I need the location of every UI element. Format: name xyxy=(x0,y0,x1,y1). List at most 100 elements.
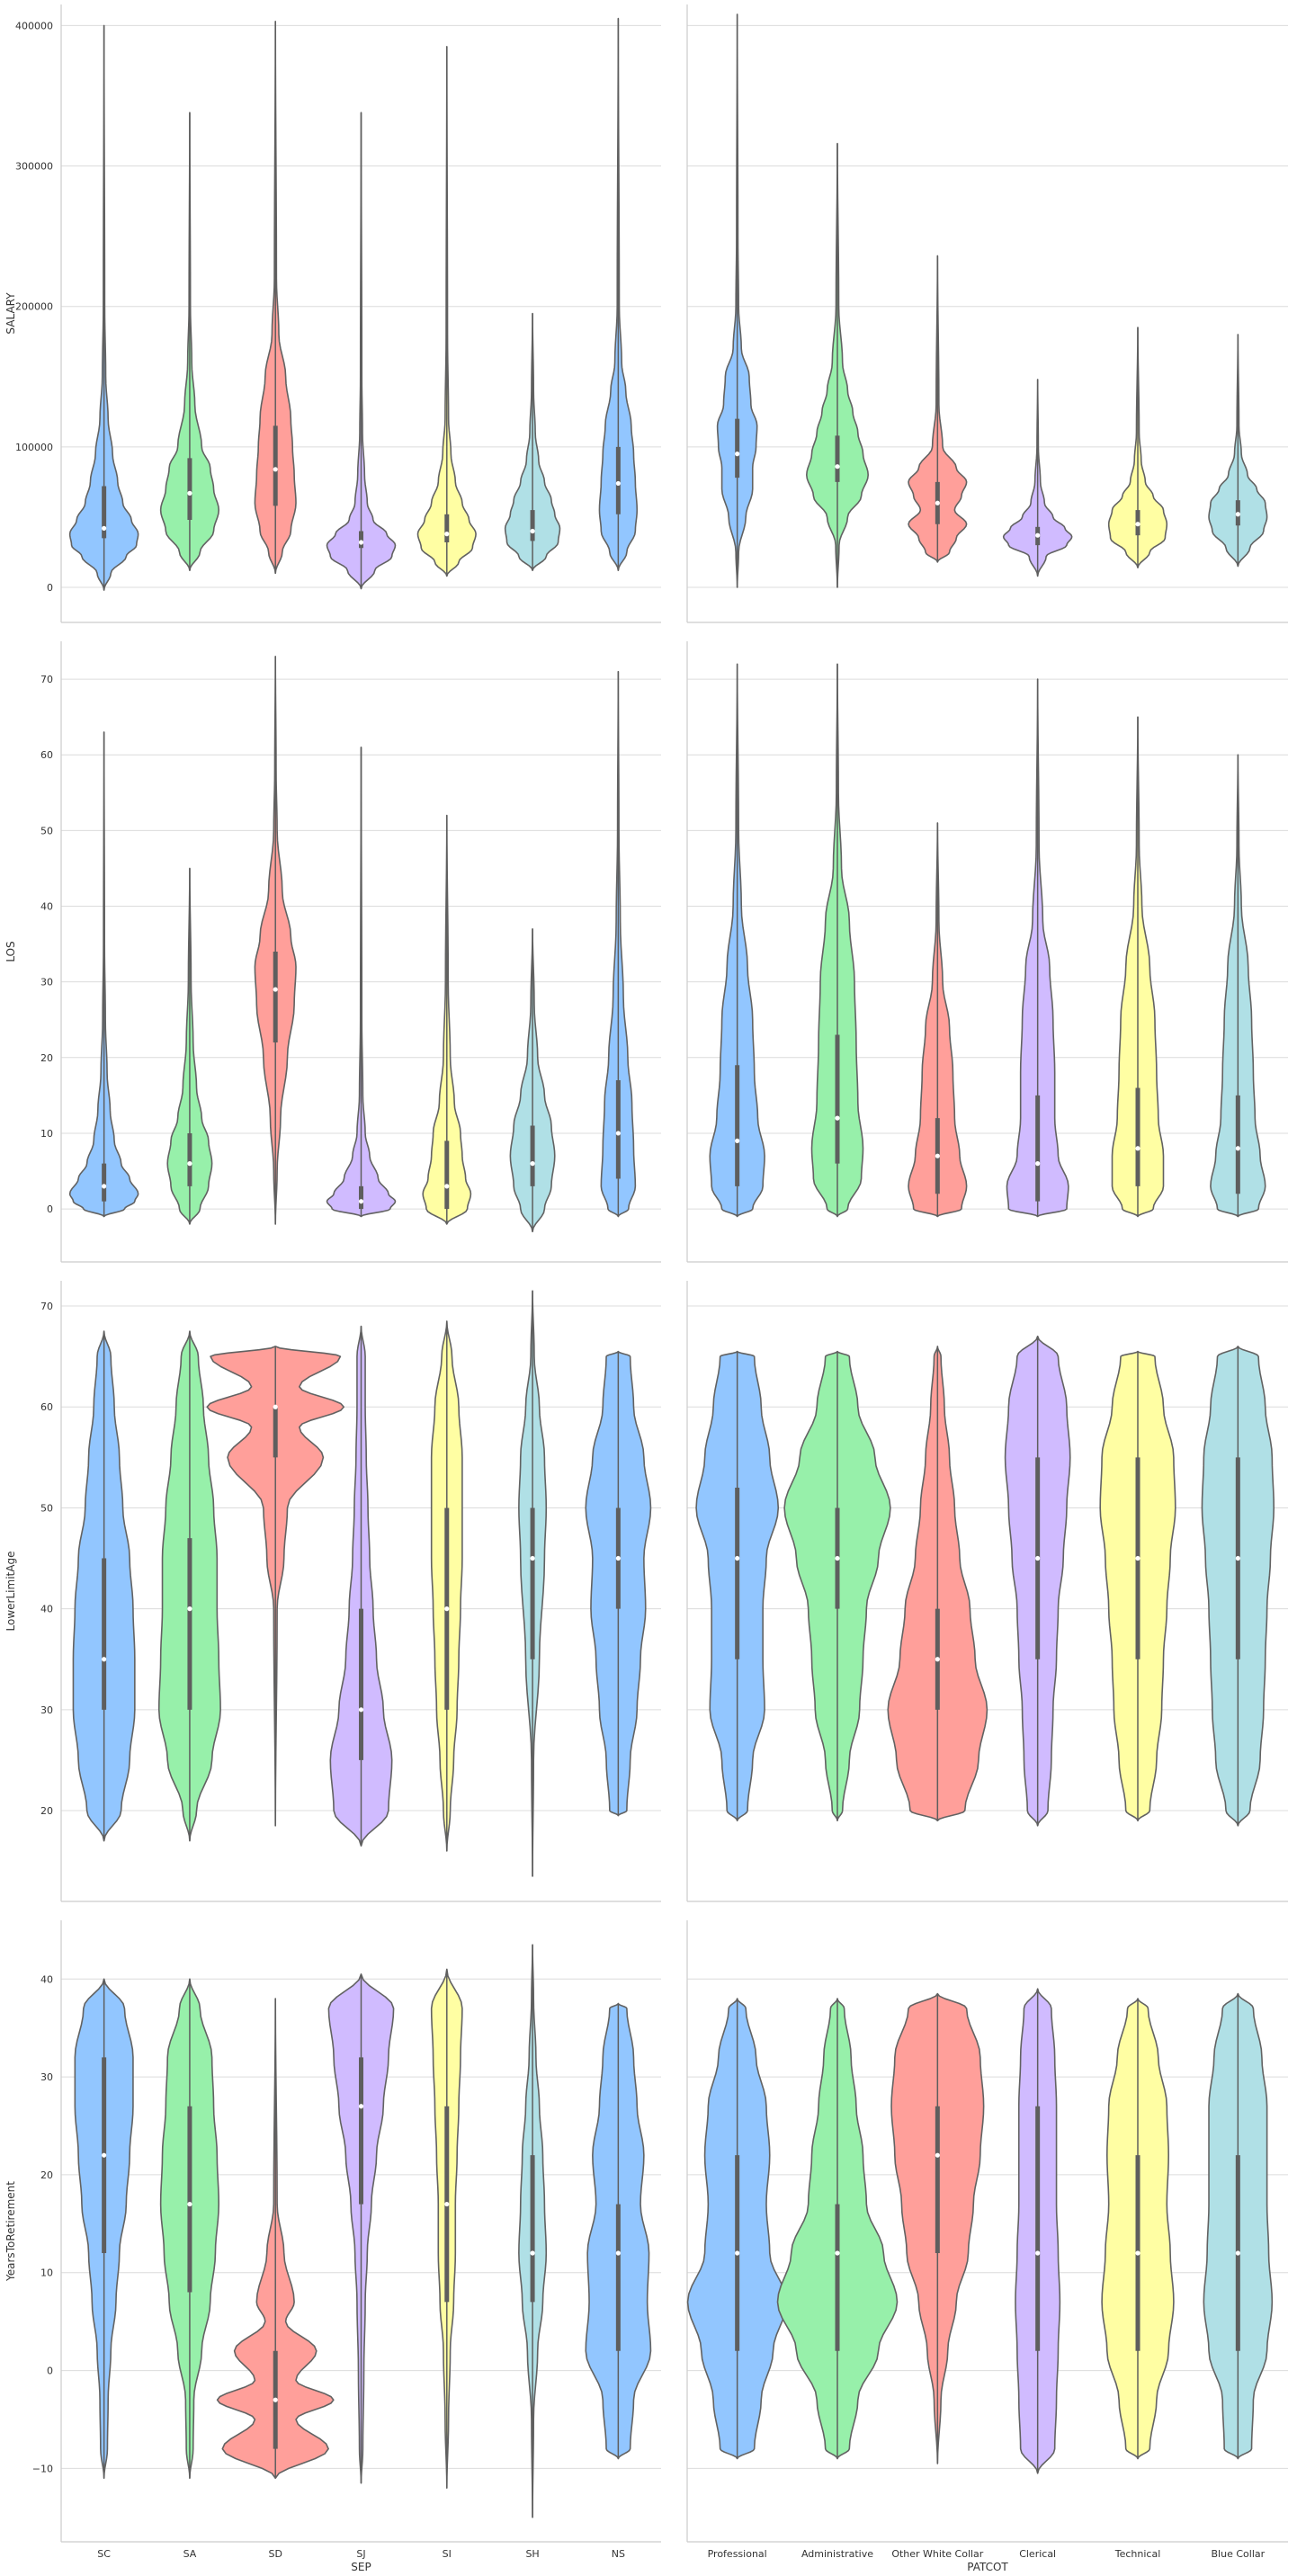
violin-median xyxy=(1135,2250,1140,2256)
violin-median xyxy=(1235,2250,1240,2256)
y-tick-label: 10 xyxy=(40,2267,53,2279)
violin-median xyxy=(835,464,840,470)
y-axis-label: YearsToRetirement xyxy=(4,2181,17,2282)
violin-median xyxy=(1135,1146,1140,1151)
panel-r3-c1 xyxy=(60,1281,661,1902)
panel-r1-c2 xyxy=(686,4,1288,623)
y-tick-label: 200000 xyxy=(15,301,53,313)
y-tick-label: 70 xyxy=(40,674,53,685)
y-tick-label: 20 xyxy=(40,2169,53,2181)
violin-median xyxy=(1135,522,1140,527)
violin-median xyxy=(615,1131,621,1136)
y-tick-label: 0 xyxy=(47,582,53,594)
y-tick-label: 60 xyxy=(40,1401,53,1413)
violin-median xyxy=(1235,1146,1240,1151)
violin-median xyxy=(1235,1555,1240,1561)
x-tick-label: Other White Collar xyxy=(891,2548,983,2560)
violin-median xyxy=(358,540,364,545)
panel-r4-c1 xyxy=(60,1920,661,2543)
y-tick-label: 40 xyxy=(40,1973,53,1985)
x-tick-label: SA xyxy=(183,2548,197,2560)
violin-median xyxy=(1035,1161,1041,1167)
violin-median xyxy=(187,490,192,496)
x-tick-label: SI xyxy=(443,2548,452,2560)
x-tick-label: Technical xyxy=(1114,2548,1161,2560)
violin-median xyxy=(530,1161,535,1167)
violin-median xyxy=(1135,1555,1140,1561)
violin-median xyxy=(444,1184,450,1189)
y-tick-label: 40 xyxy=(40,901,53,913)
violin-median xyxy=(615,2250,621,2256)
violin-median xyxy=(102,2152,107,2158)
x-tick-label: Administrative xyxy=(801,2548,873,2560)
violin-median xyxy=(358,2104,364,2109)
violin-median xyxy=(358,1707,364,1713)
violin-median xyxy=(187,1161,192,1167)
violin-median xyxy=(835,2250,840,2256)
y-tick-label: 100000 xyxy=(15,442,53,453)
violin-median xyxy=(935,500,940,505)
panel-r4-c2 xyxy=(686,1920,1288,2543)
violin-median xyxy=(1235,512,1240,517)
x-tick-label: SH xyxy=(525,2548,539,2560)
x-tick-label: SJ xyxy=(356,2548,365,2560)
violin-median xyxy=(735,452,740,457)
violin-median xyxy=(835,1115,840,1121)
y-tick-label: 0 xyxy=(47,2366,53,2377)
y-tick-label: 30 xyxy=(40,2071,53,2083)
x-tick-label: NS xyxy=(612,2548,625,2560)
y-tick-label: 50 xyxy=(40,1502,53,1514)
y-tick-label: 30 xyxy=(40,1704,53,1716)
y-tick-label: 10 xyxy=(40,1128,53,1140)
x-axis-label: SEP xyxy=(351,2561,371,2573)
violin-median xyxy=(530,1555,535,1561)
y-tick-label: 70 xyxy=(40,1301,53,1312)
x-tick-label: SD xyxy=(268,2548,282,2560)
x-axis-label: PATCOT xyxy=(967,2561,1008,2573)
violin-median xyxy=(1035,2250,1041,2256)
violin-median xyxy=(102,1184,107,1189)
y-tick-label: 50 xyxy=(40,825,53,836)
violin-median xyxy=(187,1606,192,1612)
x-tick-label: Professional xyxy=(708,2548,767,2560)
violin-median xyxy=(1035,1555,1041,1561)
violin-median xyxy=(935,1657,940,1662)
violin-median xyxy=(444,2201,450,2207)
violin-median xyxy=(273,1404,278,1409)
violin-median xyxy=(444,532,450,537)
x-tick-label: Blue Collar xyxy=(1212,2548,1266,2560)
violin-median xyxy=(102,1657,107,1662)
violin-median xyxy=(530,528,535,534)
y-tick-label: 20 xyxy=(40,1052,53,1064)
y-tick-label: 400000 xyxy=(15,20,53,31)
x-tick-label: Clerical xyxy=(1019,2548,1056,2560)
y-tick-label: −10 xyxy=(32,2463,53,2474)
violin-median xyxy=(444,1606,450,1612)
violin-median xyxy=(1035,532,1041,538)
violin-median xyxy=(102,525,107,531)
violin-median xyxy=(735,2250,740,2256)
violin-median xyxy=(935,2152,940,2158)
panel-r2-c2 xyxy=(686,641,1288,1263)
panel-r2-c1 xyxy=(60,641,661,1263)
panel-r3-c2 xyxy=(686,1281,1288,1902)
violin-median xyxy=(735,1555,740,1561)
panel-r1-c1 xyxy=(60,4,661,623)
y-axis-label: LowerLimitAge xyxy=(4,1552,17,1632)
y-tick-label: 40 xyxy=(40,1604,53,1615)
violin-median xyxy=(530,2250,535,2256)
y-tick-label: 0 xyxy=(47,1203,53,1215)
violin-median xyxy=(273,2397,278,2402)
violin-median xyxy=(273,987,278,992)
y-axis-label: SALARY xyxy=(4,292,17,335)
y-tick-label: 300000 xyxy=(15,161,53,173)
y-tick-label: 60 xyxy=(40,749,53,761)
violin-median xyxy=(358,1199,364,1204)
y-axis-label: LOS xyxy=(4,941,17,962)
y-tick-label: 20 xyxy=(40,1805,53,1817)
violin-median xyxy=(835,1555,840,1561)
violin-median xyxy=(615,480,621,487)
violin-median xyxy=(735,1138,740,1143)
violin-median xyxy=(187,2201,192,2207)
